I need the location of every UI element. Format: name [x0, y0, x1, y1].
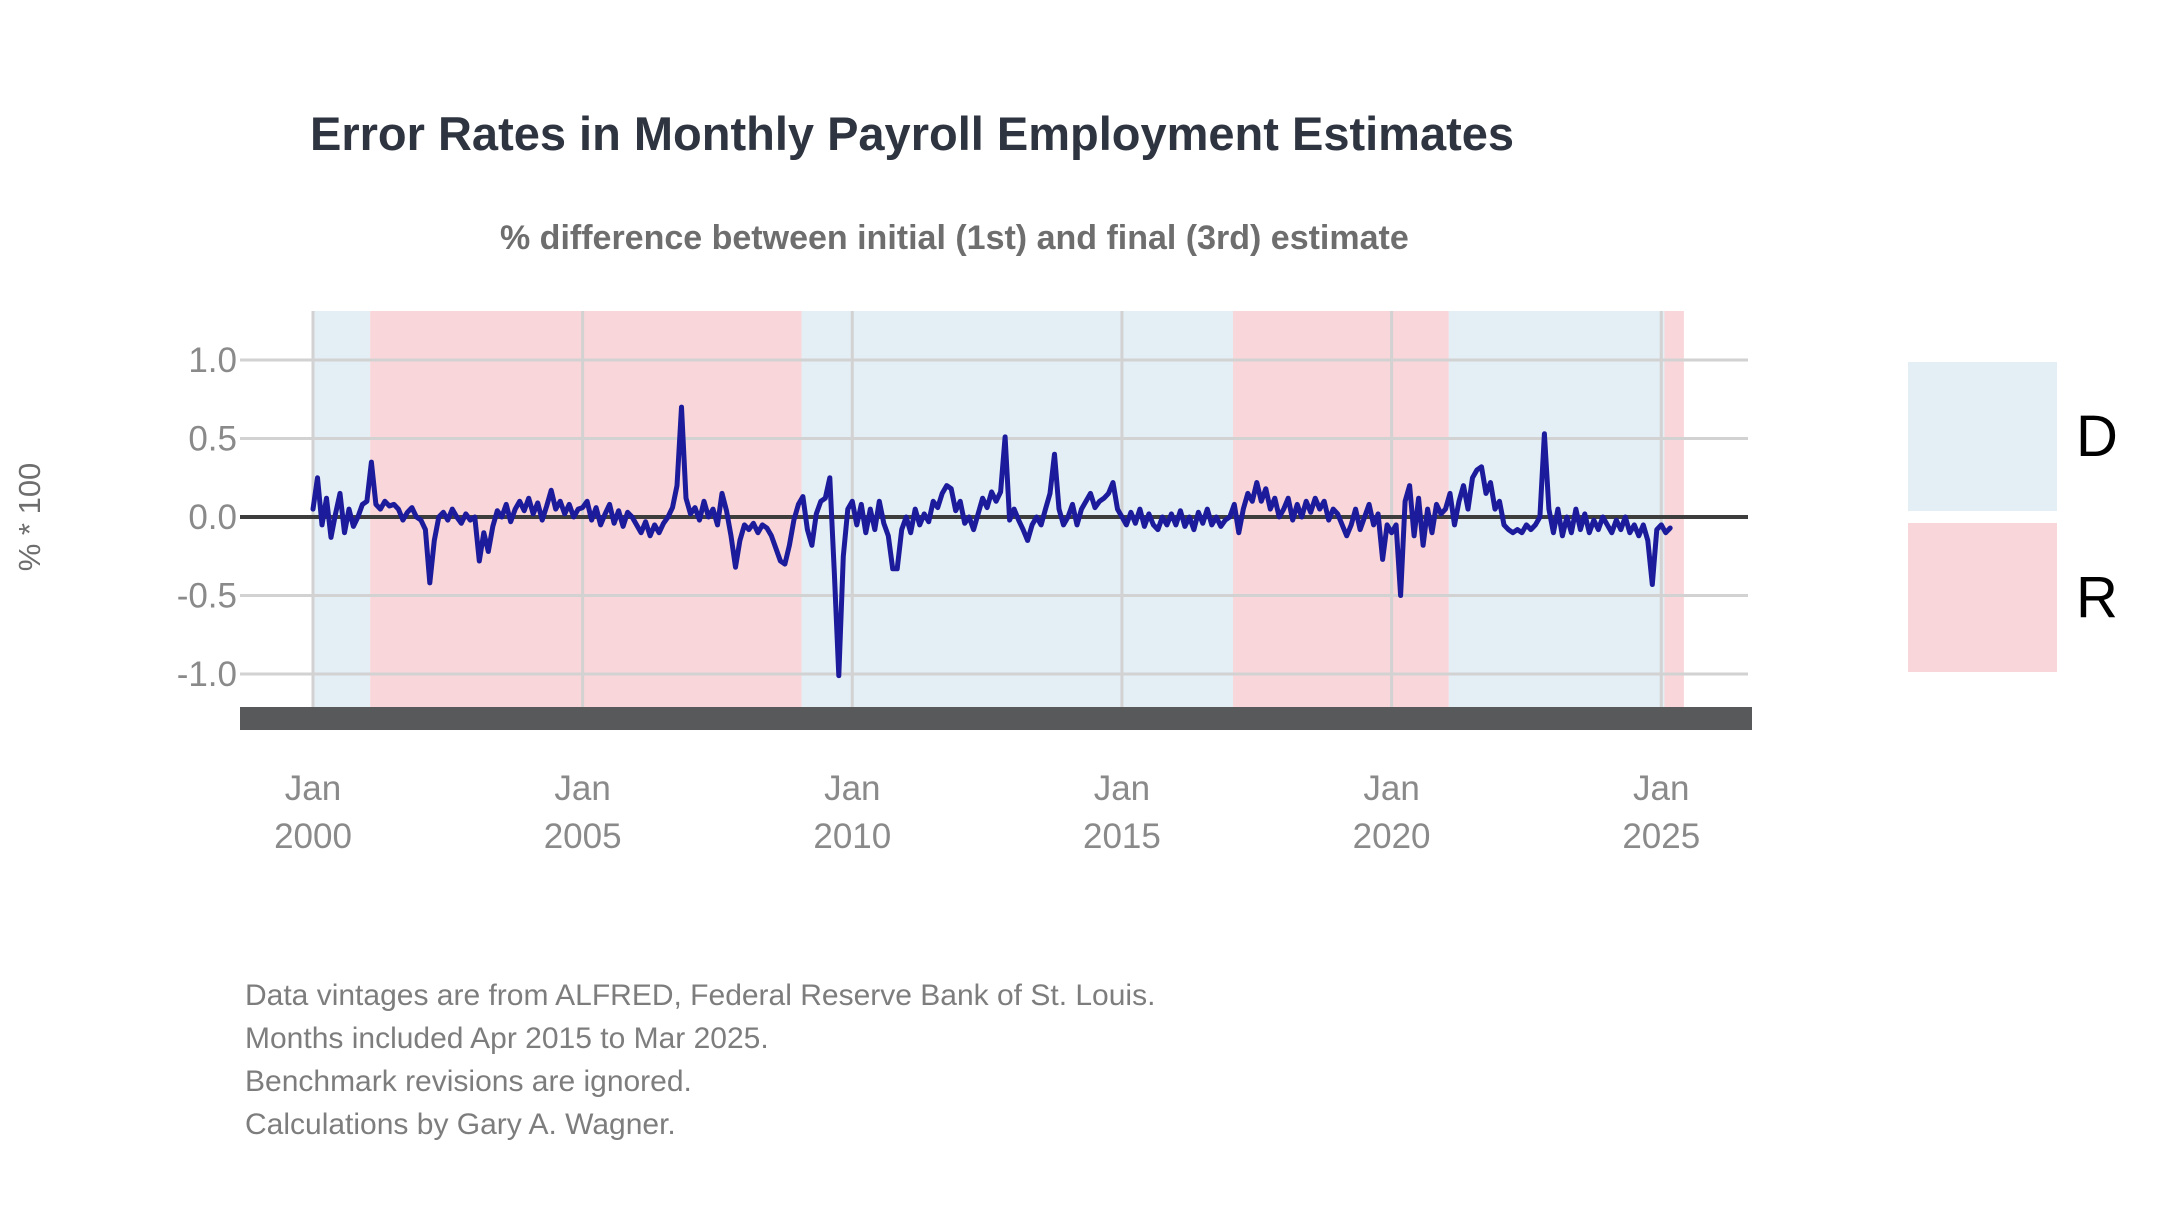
- x-tick-labels: Jan 2000 Jan 2005 Jan 2010 Jan 2015 Jan 2020 Jan 20…: [274, 769, 1700, 856]
- x-tick-month: Jan: [285, 769, 341, 808]
- x-tick-year: 2015: [1083, 817, 1161, 856]
- x-tick-month: Jan: [554, 769, 610, 808]
- legend-swatch-democrat: [1908, 362, 2057, 511]
- chart-subtitle: % difference between initial (1st) and f…: [500, 219, 1409, 257]
- caption-line: Data vintages are from ALFRED, Federal R…: [245, 979, 1156, 1012]
- x-tick-year: 2000: [274, 817, 352, 856]
- party-band-D: [801, 311, 1234, 707]
- legend-label-democrat: D: [2076, 404, 2118, 469]
- caption-line: Calculations by Gary A. Wagner.: [245, 1108, 676, 1141]
- chart-title: Error Rates in Monthly Payroll Employmen…: [310, 107, 1515, 160]
- party-band-R: [370, 311, 802, 707]
- x-tick-year: 2005: [544, 817, 622, 856]
- x-tick-month: Jan: [1363, 769, 1419, 808]
- y-tick-label: 0.0: [188, 498, 237, 537]
- y-tick-label: 0.5: [188, 420, 237, 459]
- legend-swatch-republican: [1908, 523, 2057, 672]
- y-axis-title: % * 100: [12, 463, 47, 572]
- y-tick-label: 1.0: [188, 341, 237, 380]
- data-series: [310, 404, 1673, 679]
- y-tick-label: -0.5: [177, 577, 237, 616]
- caption-line: Benchmark revisions are ignored.: [245, 1065, 692, 1098]
- revision-error-line: [310, 404, 1673, 679]
- gridlines: [240, 311, 1748, 707]
- x-tick-month: Jan: [1094, 769, 1150, 808]
- legend-label-republican: R: [2076, 565, 2118, 630]
- x-tick-year: 2025: [1622, 817, 1700, 856]
- party-bands: [313, 311, 1684, 707]
- party-band-R: [1664, 311, 1684, 707]
- x-axis-bar: [240, 707, 1752, 730]
- x-tick-year: 2010: [813, 817, 891, 856]
- x-tick-month: Jan: [824, 769, 880, 808]
- chart-caption: Data vintages are from ALFRED, Federal R…: [245, 974, 1155, 1146]
- y-tick-labels: 1.0 0.5 0.0 -0.5 -1.0: [177, 341, 237, 694]
- y-tick-label: -1.0: [177, 655, 237, 694]
- x-tick-month: Jan: [1633, 769, 1689, 808]
- caption-line: Months included Apr 2015 to Mar 2025.: [245, 1022, 769, 1055]
- x-tick-year: 2020: [1353, 817, 1431, 856]
- x-axis-bar-group: [240, 707, 1752, 730]
